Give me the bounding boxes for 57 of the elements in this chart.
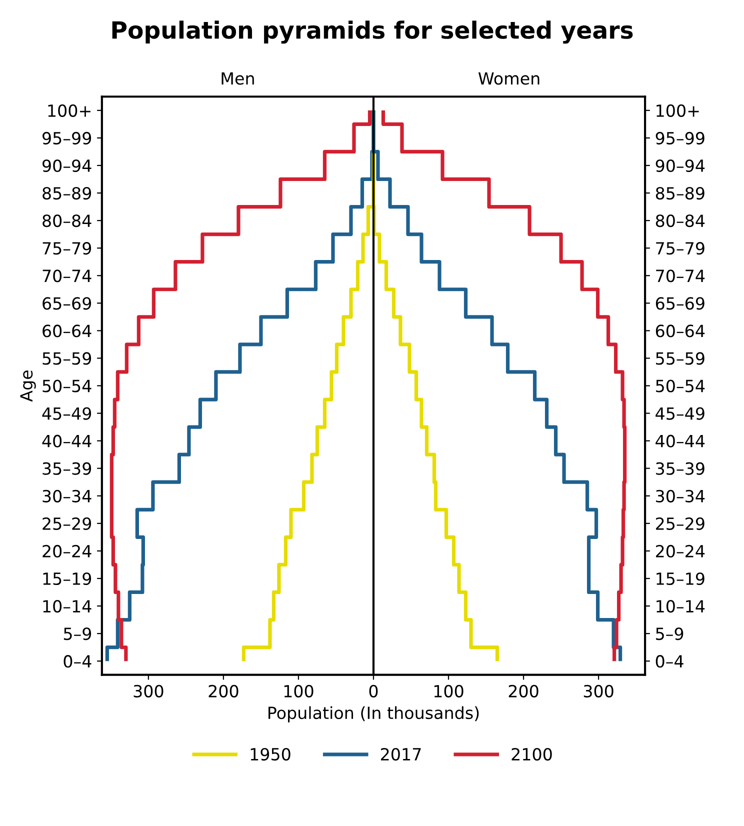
- y-tick-label: 35–39: [656, 462, 704, 475]
- x-tick-label: 200: [508, 684, 538, 698]
- y-tick-label: 0–4: [656, 655, 684, 668]
- category-label: 65–69: [42, 297, 92, 310]
- x-tick-label: 100: [284, 684, 314, 698]
- category-label: 55–59: [42, 352, 92, 365]
- x-axis-title: Population (In thousands): [268, 706, 479, 722]
- y-tick-label: 45–49: [656, 407, 704, 420]
- x-tick-label: 300: [584, 684, 614, 698]
- category-label: 100+: [48, 104, 90, 117]
- category-label: 0–4: [64, 655, 92, 668]
- category-label: 85–89: [42, 186, 92, 200]
- category-label: 45–49: [42, 407, 92, 420]
- category-label: 75–79: [42, 242, 92, 255]
- category-label: 60–64: [42, 324, 92, 338]
- legend-label: 2100: [512, 748, 552, 761]
- x-tick-label: 0: [369, 684, 378, 698]
- category-label: 90–94: [42, 159, 92, 172]
- category-label: 5–9: [64, 628, 92, 640]
- y-tick-label: 60–64: [656, 324, 705, 338]
- y-tick-label: 75–79: [656, 242, 704, 255]
- category-label: 30–34: [42, 490, 92, 502]
- y-tick-label: 50–54: [656, 380, 705, 392]
- y-tick-label: 30–34: [656, 490, 705, 502]
- y-tick-label: 40–44: [656, 434, 705, 448]
- y-tick-label: 100+: [656, 104, 699, 117]
- category-label: 10–14: [43, 600, 92, 613]
- category-label: 25–29: [42, 517, 92, 530]
- text: Men: [222, 72, 254, 85]
- category-label: 40–44: [42, 434, 92, 448]
- y-tick-label: 95–99: [656, 132, 704, 145]
- x-tick-label: 100: [434, 684, 464, 698]
- chart-title: Population pyramids for selected years: [112, 20, 633, 44]
- y-axis-title: Age: [20, 370, 36, 402]
- y-tick-label: 15–19: [656, 572, 704, 586]
- y-tick-label: 20–24: [656, 544, 705, 558]
- y-tick-label: 85–89: [656, 186, 704, 200]
- category-label: 80–84: [42, 214, 92, 228]
- y-tick-label: 90–94: [656, 159, 705, 172]
- y-tick-label: 55–59: [656, 352, 704, 365]
- category-label: 95–99: [42, 132, 92, 145]
- y-tick-label: 80–84: [656, 214, 705, 228]
- category-label: 20–24: [42, 544, 92, 558]
- category-label: 35–39: [42, 462, 92, 475]
- x-tick-label: 300: [134, 684, 164, 698]
- y-tick-label: 10–14: [656, 600, 705, 613]
- category-label: 70–74: [42, 270, 92, 282]
- legend-label: 1950: [250, 748, 290, 761]
- text: Women: [478, 72, 540, 85]
- y-tick-label: 25–29: [656, 517, 704, 530]
- y-tick-label: 65–69: [656, 297, 704, 310]
- legend-label: 2017: [381, 748, 421, 761]
- y-tick-label: 5–9: [656, 628, 684, 640]
- category-label: 50–54: [42, 380, 92, 392]
- category-label: 15–19: [43, 572, 92, 586]
- y-tick-label: 70–74: [656, 270, 705, 282]
- x-tick-label: 200: [208, 684, 238, 698]
